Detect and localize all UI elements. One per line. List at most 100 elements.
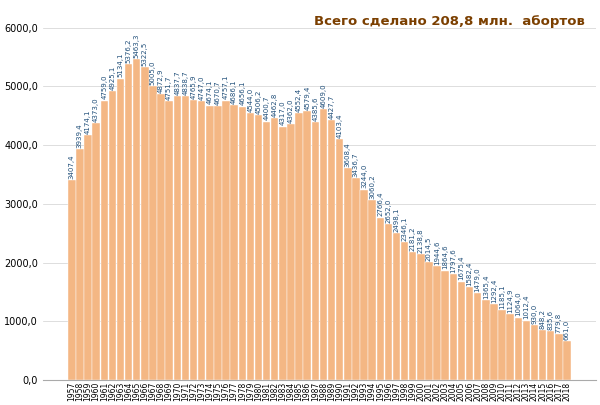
Bar (377, 217, 384, 380)
Text: 5322,5: 5322,5 (142, 42, 148, 66)
Text: 1797,6: 1797,6 (451, 249, 457, 273)
Bar (385, 224, 392, 380)
Text: 5463,3: 5463,3 (134, 34, 140, 58)
Text: 1479,0: 1479,0 (475, 267, 481, 292)
Text: 3608,4: 3608,4 (345, 142, 351, 167)
Text: 2766,4: 2766,4 (377, 192, 383, 216)
Bar (109, 91, 116, 380)
Text: 1292,4: 1292,4 (491, 279, 497, 303)
Text: 2652,0: 2652,0 (385, 199, 391, 223)
Text: 4544,0: 4544,0 (247, 88, 253, 112)
Bar (68, 180, 76, 380)
Bar (92, 123, 100, 380)
Text: 4751,7: 4751,7 (166, 75, 172, 100)
Bar (515, 318, 522, 380)
Bar (304, 111, 311, 380)
Bar (328, 120, 335, 380)
Text: 3407,4: 3407,4 (69, 154, 75, 179)
Bar (523, 321, 530, 380)
Text: 4506,2: 4506,2 (256, 90, 262, 114)
Bar (263, 122, 271, 380)
Text: 4837,7: 4837,7 (175, 70, 181, 95)
Text: 4579,4: 4579,4 (304, 85, 310, 110)
Bar (449, 275, 457, 380)
Text: 848,2: 848,2 (539, 309, 545, 329)
Bar (157, 94, 165, 380)
Text: 3436,7: 3436,7 (353, 152, 359, 177)
Bar (320, 109, 327, 380)
Bar (555, 334, 563, 380)
Bar (393, 233, 400, 380)
Bar (417, 254, 425, 380)
Bar (230, 105, 238, 380)
Bar (442, 271, 449, 380)
Bar (255, 115, 262, 380)
Bar (401, 242, 409, 380)
Text: 3060,2: 3060,2 (369, 175, 375, 199)
Text: 5005,0: 5005,0 (150, 60, 156, 85)
Bar (498, 311, 506, 380)
Bar (198, 101, 205, 380)
Bar (531, 326, 538, 380)
Text: 4373,0: 4373,0 (93, 98, 99, 122)
Bar (149, 86, 157, 380)
Bar (182, 96, 189, 380)
Bar (76, 149, 83, 380)
Text: 2181,2: 2181,2 (410, 226, 416, 251)
Bar (409, 252, 416, 380)
Bar (271, 118, 278, 380)
Text: 1365,4: 1365,4 (483, 274, 489, 299)
Bar (133, 59, 140, 380)
Bar (117, 79, 124, 380)
Text: 1185,1: 1185,1 (499, 285, 505, 309)
Text: 4427,7: 4427,7 (329, 94, 335, 119)
Text: 2138,8: 2138,8 (418, 229, 424, 253)
Text: Всего сделано 208,8 млн.  абортов: Всего сделано 208,8 млн. абортов (314, 15, 585, 28)
Bar (506, 314, 514, 380)
Bar (352, 178, 359, 380)
Text: 4747,0: 4747,0 (199, 76, 205, 100)
Text: 3244,0: 3244,0 (361, 164, 367, 188)
Text: 4103,4: 4103,4 (337, 113, 343, 138)
Bar (222, 101, 230, 380)
Text: 4400,7: 4400,7 (263, 96, 269, 120)
Text: 4674,1: 4674,1 (207, 80, 213, 104)
Bar (433, 266, 441, 380)
Bar (125, 64, 133, 380)
Text: 5134,1: 5134,1 (118, 53, 124, 77)
Text: 4174,1: 4174,1 (85, 109, 91, 134)
Bar (344, 168, 352, 380)
Text: 930,0: 930,0 (532, 304, 538, 324)
Text: 835,6: 835,6 (548, 310, 554, 330)
Text: 2014,5: 2014,5 (426, 236, 432, 260)
Bar (295, 113, 303, 380)
Text: 3939,4: 3939,4 (77, 123, 83, 147)
Text: 1675,4: 1675,4 (458, 256, 464, 281)
Bar (482, 300, 490, 380)
Text: 661,0: 661,0 (564, 320, 570, 340)
Text: 4670,7: 4670,7 (215, 80, 221, 104)
Text: 4759,0: 4759,0 (101, 75, 107, 99)
Bar (214, 106, 221, 380)
Bar (141, 68, 149, 380)
Bar (287, 124, 295, 380)
Bar (206, 106, 214, 380)
Bar (311, 122, 319, 380)
Bar (101, 100, 108, 380)
Bar (466, 287, 473, 380)
Text: 4656,1: 4656,1 (239, 81, 245, 105)
Text: 5376,2: 5376,2 (125, 38, 131, 63)
Text: 4686,1: 4686,1 (231, 79, 237, 104)
Text: 1064,0: 1064,0 (515, 292, 521, 316)
Bar (547, 331, 554, 380)
Bar (84, 135, 92, 380)
Text: 4609,0: 4609,0 (320, 83, 326, 108)
Text: 1582,4: 1582,4 (467, 262, 473, 286)
Text: 4838,7: 4838,7 (182, 70, 188, 95)
Bar (458, 281, 465, 380)
Bar (563, 341, 571, 380)
Text: 1944,6: 1944,6 (434, 240, 440, 265)
Bar (166, 101, 173, 380)
Text: 2346,1: 2346,1 (401, 217, 407, 241)
Text: 4317,0: 4317,0 (280, 101, 286, 125)
